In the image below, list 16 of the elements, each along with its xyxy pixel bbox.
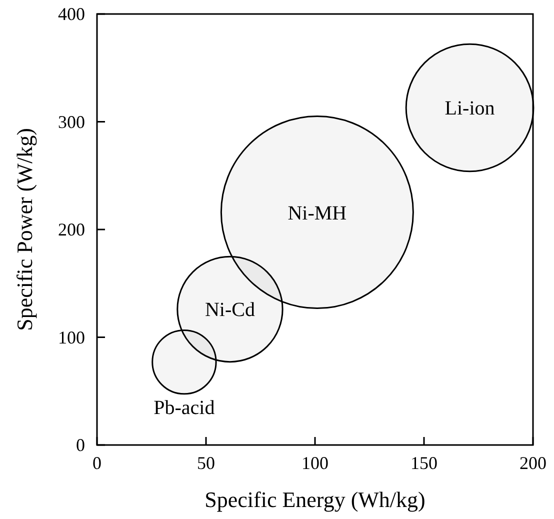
x-tick-label: 50	[197, 453, 215, 473]
y-tick-label: 0	[76, 435, 85, 455]
x-tick-label: 0	[92, 453, 102, 473]
x-tick-label: 150	[410, 453, 438, 473]
x-tick-label: 200	[520, 453, 546, 473]
y-tick-label: 200	[58, 220, 85, 240]
y-tick-label: 400	[58, 4, 85, 24]
series-label: Pb-acid	[154, 396, 215, 419]
series-label: Li-ion	[444, 98, 495, 120]
y-axis-title: Specific Power (W/kg)	[12, 128, 37, 331]
series-label: Ni-MH	[288, 202, 347, 224]
series-label: Ni-Cd	[204, 299, 255, 322]
y-tick-label: 300	[58, 112, 85, 132]
x-tick-label: 100	[302, 453, 328, 473]
y-tick-label: 100	[58, 327, 85, 348]
x-axis-title: Specific Energy (Wh/kg)	[204, 487, 426, 512]
